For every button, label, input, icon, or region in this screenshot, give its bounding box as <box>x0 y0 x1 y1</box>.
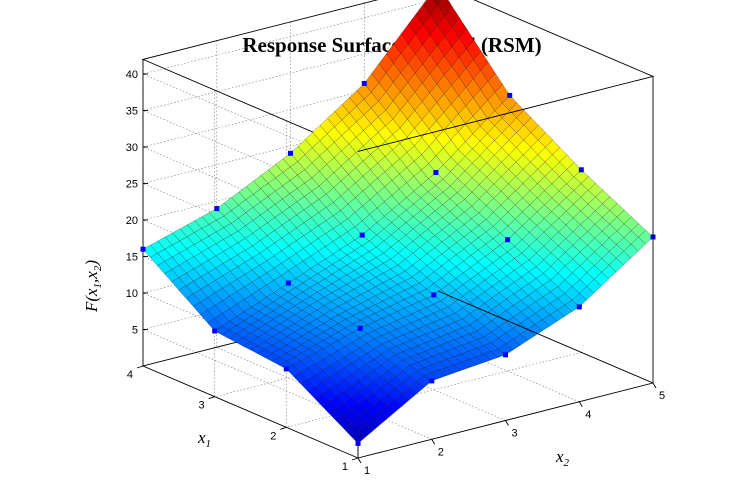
x2-tick-label-5: 5 <box>659 390 665 402</box>
box-top-front-edges <box>357 0 655 152</box>
sample-point-13 <box>433 170 439 175</box>
z-tick-label-5: 5 <box>132 325 138 337</box>
x2-tick-mark-5 <box>652 382 657 389</box>
x1-tick-label-1: 1 <box>342 461 348 473</box>
sample-point-8 <box>505 237 511 243</box>
sample-point-7 <box>431 292 437 298</box>
sample-point-12 <box>359 232 365 238</box>
z-label-sub2: 2 <box>92 265 104 271</box>
x1-label-sub: 1 <box>206 438 212 450</box>
z-label-sub1: 1 <box>92 283 104 289</box>
x1-tick-mark-1 <box>351 457 359 461</box>
surface-mesh <box>142 0 654 444</box>
x1-tick-mark-4 <box>136 365 144 369</box>
x2-tick-mark-3 <box>505 420 509 426</box>
x1-tick-mark-3 <box>208 396 215 400</box>
sample-point-10 <box>212 328 218 334</box>
x2-tick-label-1: 1 <box>364 465 370 477</box>
sample-point-6 <box>357 325 363 331</box>
axis-ticks: 5 10 15 20 25 30 35 40 1 2 3 4 1 2 3 4 5 <box>126 69 665 477</box>
box-floor-front-x1-edge <box>437 290 654 384</box>
sample-point-3 <box>576 304 582 310</box>
x2-grid-line-3 <box>290 21 506 421</box>
z-label-part3: ) <box>82 260 101 267</box>
z-tick-label-35: 35 <box>126 106 138 118</box>
x2-label-base: x <box>555 447 564 466</box>
z-tick-label-30: 30 <box>126 142 138 154</box>
x1-tick-mark-2 <box>280 426 287 430</box>
x2-tick-mark-1 <box>357 457 362 464</box>
sample-point-1 <box>429 378 435 384</box>
sample-point-17 <box>288 150 293 156</box>
z-tick-label-15: 15 <box>126 252 138 264</box>
x2-label-sub: 2 <box>564 457 570 469</box>
x1-tick-label-4: 4 <box>127 369 133 381</box>
x2-tick-label-4: 4 <box>585 409 591 421</box>
x2-tick-label-2: 2 <box>438 446 444 458</box>
z-tick-label-40: 40 <box>126 69 138 81</box>
sample-point-2 <box>503 352 508 358</box>
z-tick-label-25: 25 <box>126 179 138 191</box>
surface-patch-29-39 <box>434 0 442 6</box>
x1-label-base: x <box>197 428 206 447</box>
sample-point-18 <box>361 81 367 86</box>
sample-point-5 <box>283 366 289 372</box>
x2-axis-label: x2 <box>555 447 570 469</box>
z-label-part2: ,x <box>82 271 101 283</box>
x1-tick-label-2: 2 <box>270 430 276 442</box>
x1-grid-line-3 <box>214 90 510 398</box>
box-top-back-edges <box>141 0 379 152</box>
x2-tick-mark-4 <box>578 401 583 407</box>
sample-point-16 <box>214 206 220 212</box>
z-axis-label: F(x1,x2) <box>82 260 104 313</box>
z-tick-label-10: 10 <box>126 288 138 300</box>
x1-axis-label: x1 <box>197 428 211 450</box>
sample-point-0 <box>355 440 361 446</box>
sample-point-15 <box>140 246 146 252</box>
x2-tick-mark-2 <box>431 439 436 445</box>
sample-point-14 <box>507 92 513 98</box>
sample-point-11 <box>285 280 291 286</box>
x1-tick-label-3: 3 <box>199 400 205 412</box>
x2-tick-label-3: 3 <box>512 428 518 440</box>
z-label-part1: F(x <box>82 288 101 313</box>
z-tick-label-20: 20 <box>126 215 138 227</box>
sample-point-9 <box>578 167 584 173</box>
